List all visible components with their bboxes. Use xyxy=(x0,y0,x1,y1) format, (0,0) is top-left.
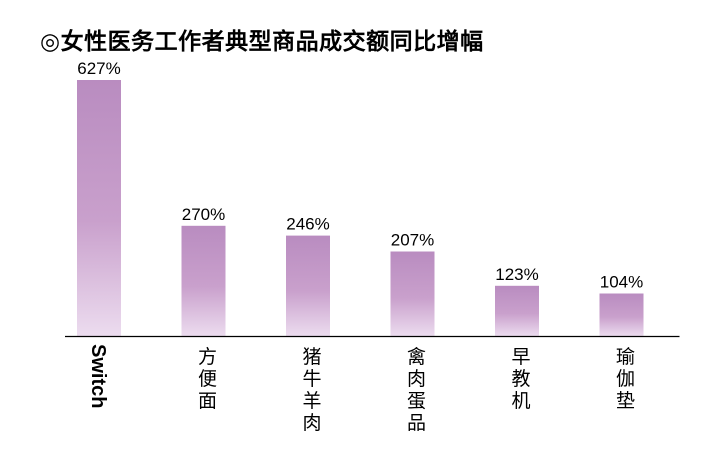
bar-4 xyxy=(390,251,435,336)
bar-2 xyxy=(181,225,226,336)
data-label-1: 627% xyxy=(77,59,120,78)
data-labels-layer: 627% 270% 246% 207% 123% 104% xyxy=(77,59,643,292)
category-label-1: Switch xyxy=(87,344,109,408)
category-label-6: 瑜伽垫 xyxy=(616,346,635,412)
data-label-5: 123% xyxy=(495,265,538,284)
data-label-2: 270% xyxy=(182,205,225,224)
bar-1 xyxy=(77,80,121,336)
chart-title: ◎女性医务工作者典型商品成交额同比增幅 xyxy=(40,29,484,55)
data-label-6: 104% xyxy=(600,273,643,292)
bar-5 xyxy=(495,285,539,336)
category-label-3: 猪牛羊肉 xyxy=(302,346,321,434)
data-label-3: 246% xyxy=(286,215,329,234)
category-label-4: 禽肉蛋品 xyxy=(407,346,426,434)
category-label-5: 早教机 xyxy=(511,346,530,412)
category-labels-layer: Switch 方便面 猪牛羊肉 禽肉蛋品 早教机 瑜伽垫 xyxy=(87,344,635,434)
category-label-2: 方便面 xyxy=(198,346,217,412)
data-label-4: 207% xyxy=(391,231,434,250)
bars-layer xyxy=(77,80,644,336)
bar-6 xyxy=(599,293,644,336)
bar-3 xyxy=(286,235,330,336)
